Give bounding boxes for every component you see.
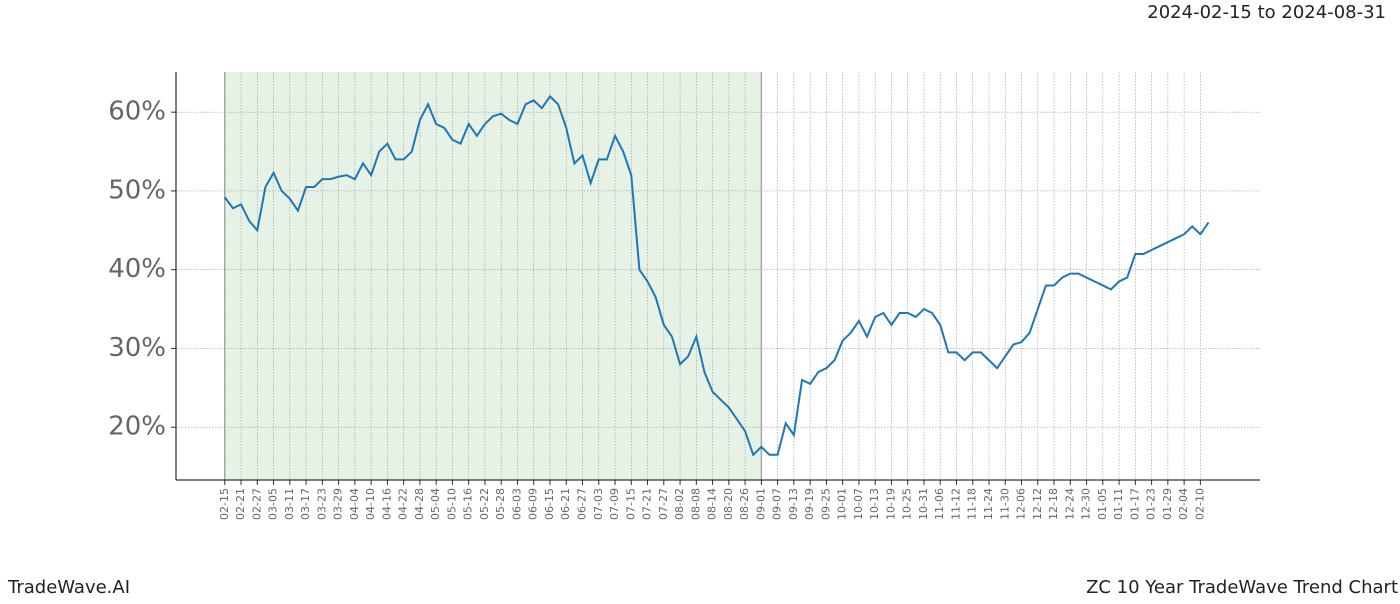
x-tick-label: 09-19 xyxy=(803,488,816,520)
x-tick-label: 02-21 xyxy=(234,488,247,520)
y-tick-label: 60% xyxy=(108,97,166,127)
y-tick-label: 20% xyxy=(108,412,166,442)
x-tick-label: 11-30 xyxy=(998,488,1011,520)
x-tick-label: 05-28 xyxy=(494,488,507,520)
x-tick-label: 05-10 xyxy=(445,488,458,520)
x-tick-label: 10-25 xyxy=(901,488,914,520)
x-tick-label: 01-17 xyxy=(1128,488,1141,520)
x-tick-label: 09-13 xyxy=(787,488,800,520)
x-tick-label: 06-15 xyxy=(543,488,556,520)
x-tick-label: 02-27 xyxy=(250,488,263,520)
x-tick-label: 10-07 xyxy=(852,488,865,520)
x-tick-label: 11-06 xyxy=(933,488,946,520)
x-tick-label: 05-04 xyxy=(429,488,442,520)
x-tick-label: 12-18 xyxy=(1047,488,1060,520)
highlight-band xyxy=(224,72,762,480)
x-tick-label: 10-31 xyxy=(917,488,930,520)
x-tick-label: 06-21 xyxy=(559,488,572,520)
x-tick-label: 07-27 xyxy=(657,488,670,520)
brand: TradeWave.AI xyxy=(7,577,130,598)
x-tick-label: 06-03 xyxy=(510,488,523,520)
x-tick-label: 08-08 xyxy=(689,488,702,520)
x-tick-label: 04-10 xyxy=(364,488,377,520)
x-tick-label: 03-23 xyxy=(315,488,328,520)
x-tick-label: 12-30 xyxy=(1080,488,1093,520)
x-tick-label: 03-17 xyxy=(299,488,312,520)
x-tick-label: 09-07 xyxy=(771,488,784,520)
x-tick-label: 10-01 xyxy=(836,488,849,520)
x-tick-label: 02-15 xyxy=(218,488,231,520)
x-tick-label: 08-14 xyxy=(706,488,719,520)
x-tick-label: 01-05 xyxy=(1096,488,1109,520)
x-tick-label: 02-04 xyxy=(1177,488,1190,520)
x-tick-label: 09-25 xyxy=(819,488,832,520)
x-tick-label: 03-05 xyxy=(267,488,280,520)
x-tick-label: 07-15 xyxy=(624,488,637,520)
x-tick-label: 06-09 xyxy=(527,488,540,520)
x-tick-label: 07-21 xyxy=(641,488,654,520)
x-tick-label: 12-06 xyxy=(1015,488,1028,520)
x-tick-label: 11-12 xyxy=(949,488,962,520)
x-tick-label: 10-19 xyxy=(884,488,897,520)
x-tick-label: 08-26 xyxy=(738,488,751,520)
chart-title: ZC 10 Year TradeWave Trend Chart xyxy=(1086,577,1398,598)
x-tick-label: 07-03 xyxy=(592,488,605,520)
y-tick-label: 30% xyxy=(108,333,166,363)
x-tick-label: 02-10 xyxy=(1193,488,1206,520)
x-tick-label: 01-23 xyxy=(1145,488,1158,520)
x-tick-label: 03-29 xyxy=(332,488,345,520)
y-tick-label: 50% xyxy=(108,175,166,205)
x-tick-label: 11-24 xyxy=(982,488,995,520)
x-tick-label: 07-09 xyxy=(608,488,621,520)
x-tick-label: 08-02 xyxy=(673,488,686,520)
x-tick-label: 08-20 xyxy=(722,488,735,520)
x-tick-label: 01-11 xyxy=(1112,488,1125,520)
date-range: 2024-02-15 to 2024-08-31 xyxy=(1147,2,1386,23)
x-tick-label: 11-18 xyxy=(966,488,979,520)
x-tick-label: 03-11 xyxy=(283,488,296,520)
x-tick-label: 06-27 xyxy=(576,488,589,520)
x-tick-label: 04-22 xyxy=(397,488,410,520)
x-tick-label: 04-04 xyxy=(348,488,361,520)
y-tick-label: 40% xyxy=(108,254,166,284)
x-tick-label: 12-12 xyxy=(1031,488,1044,520)
x-tick-label: 12-24 xyxy=(1063,488,1076,520)
x-tick-label: 05-16 xyxy=(462,488,475,520)
x-tick-label: 04-28 xyxy=(413,488,426,520)
x-tick-label: 05-22 xyxy=(478,488,491,520)
x-tick-label: 01-29 xyxy=(1161,488,1174,520)
line-series xyxy=(223,94,1210,457)
x-tick-label: 09-01 xyxy=(754,488,767,520)
x-tick-label: 04-16 xyxy=(380,488,393,520)
x-tick-label: 10-13 xyxy=(868,488,881,520)
